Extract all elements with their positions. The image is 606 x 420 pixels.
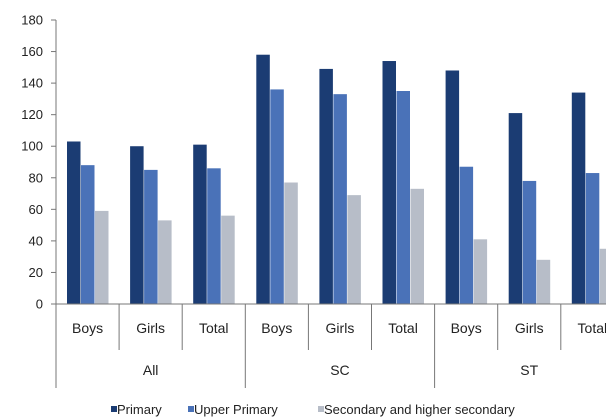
y-axis: 0 20 40 60 80 100 120 140 160 180: [21, 13, 57, 312]
bar-upper-primary: [207, 168, 221, 304]
bar-secondary-and-higher-secondary: [536, 259, 551, 304]
bar-primary: [571, 92, 586, 304]
bar-primary: [319, 68, 333, 305]
y-tick-label: 120: [21, 107, 43, 122]
bar-upper-primary: [144, 169, 158, 304]
bar-secondary-and-higher-secondary: [95, 210, 109, 304]
bar-upper-primary: [270, 89, 284, 304]
bar-upper-primary: [396, 91, 410, 304]
bar-primary: [382, 61, 396, 305]
x-category-label: Total: [388, 320, 418, 336]
y-tick-label: 100: [21, 139, 43, 154]
legend-label: Secondary and higher secondary: [324, 402, 515, 417]
bar-secondary-and-higher-secondary: [347, 195, 361, 304]
legend-swatch: [318, 406, 324, 412]
bar-secondary-and-higher-secondary: [410, 188, 424, 304]
y-tick-label: 0: [36, 297, 43, 312]
x-category-label: Girls: [326, 320, 355, 336]
legend: Primary Upper Primary Secondary and higher…: [111, 402, 515, 417]
y-tick-label: 40: [29, 233, 43, 248]
x-category-label: Boys: [451, 320, 482, 336]
bar-primary: [67, 141, 81, 304]
bar-upper-primary: [81, 165, 95, 304]
bar-secondary-and-higher-secondary: [221, 215, 235, 304]
y-tick-label: 60: [29, 202, 43, 217]
y-tick-label: 160: [21, 44, 43, 59]
x-category-label: Girls: [136, 320, 165, 336]
bar-primary: [130, 146, 144, 304]
bar-upper-primary: [522, 180, 537, 304]
x-category-label: Boys: [261, 320, 292, 336]
legend-swatch: [111, 406, 117, 412]
bar-primary: [508, 113, 523, 304]
y-tick-label: 80: [29, 170, 43, 185]
x-group-label: All: [143, 362, 159, 378]
legend-swatch: [188, 406, 194, 412]
bar-secondary-and-higher-secondary: [599, 248, 606, 304]
bar-secondary-and-higher-secondary: [473, 239, 488, 304]
bar-primary: [256, 54, 270, 304]
x-group-label: ST: [520, 362, 538, 378]
bars: [67, 54, 606, 305]
bar-upper-primary: [585, 173, 600, 304]
bar-primary: [193, 144, 207, 304]
legend-label: Primary: [117, 402, 162, 417]
bar-secondary-and-higher-secondary: [158, 220, 172, 304]
x-category-label: Girls: [515, 320, 544, 336]
x-category-label: Total: [199, 320, 229, 336]
legend-label: Upper Primary: [194, 402, 278, 417]
bar-secondary-and-higher-secondary: [284, 182, 298, 304]
x-group-label: SC: [330, 362, 349, 378]
x-category-label: Total: [578, 320, 606, 336]
x-category-label: Boys: [72, 320, 103, 336]
bar-upper-primary: [459, 166, 474, 304]
bar-primary: [445, 70, 460, 304]
y-tick-label: 20: [29, 265, 43, 280]
y-tick-label: 140: [21, 76, 43, 91]
y-tick-label: 180: [21, 13, 43, 28]
x-axis: Boys Girls Total All Boys Girls Total SC Boys Gir…: [55, 303, 606, 388]
bar-upper-primary: [333, 94, 347, 305]
